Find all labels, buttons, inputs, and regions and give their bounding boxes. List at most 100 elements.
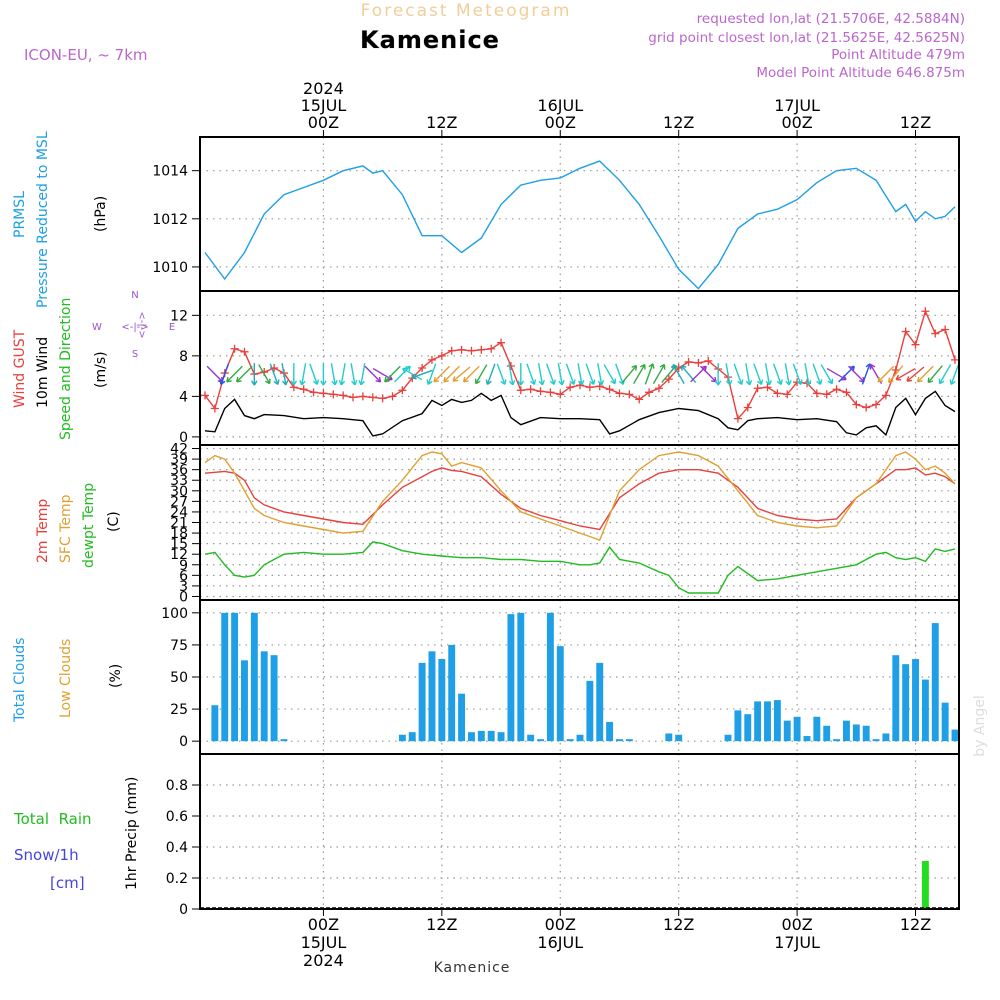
wind-arrow xyxy=(236,365,253,383)
wind-arrow-head xyxy=(927,377,934,384)
gust-marker xyxy=(319,389,328,398)
wind-arrow-head xyxy=(938,378,945,385)
bar xyxy=(428,651,436,742)
cloud-label-low: Low Clouds xyxy=(58,639,74,718)
gust-marker xyxy=(881,391,890,400)
bar xyxy=(783,720,791,742)
compass-w: W xyxy=(92,322,102,333)
wind-arrow xyxy=(537,363,544,386)
wind-arrow xyxy=(585,363,595,385)
y-tick-label: 75 xyxy=(170,638,188,654)
gust-marker xyxy=(526,385,535,394)
bar xyxy=(941,702,949,742)
wind-arrow-head xyxy=(474,378,481,385)
bar xyxy=(250,612,258,742)
bar xyxy=(842,720,850,742)
precip-legend-rain: Total Rain xyxy=(13,810,92,828)
gust-marker xyxy=(418,364,427,372)
bar xyxy=(793,716,801,742)
wind-arrow-head xyxy=(273,379,280,385)
wind-arrow-head xyxy=(765,380,772,386)
y-tick-label: 27 xyxy=(170,494,188,510)
point-altitude: Point Altitude 479m xyxy=(831,47,965,63)
bottom-time-label: 15JUL xyxy=(301,933,347,952)
bar xyxy=(448,644,456,742)
wind-arrow-head xyxy=(895,374,902,381)
bar xyxy=(675,734,683,742)
y-tick-label: 0.8 xyxy=(166,778,188,794)
y-tick-label: 4 xyxy=(179,389,188,405)
bar xyxy=(211,705,219,742)
top-time-label: 12Z xyxy=(900,113,931,132)
wind-arrow xyxy=(753,363,763,385)
wind-arrow-head xyxy=(804,380,812,386)
pressure-label-unit: (hPa) xyxy=(93,196,109,232)
wind-arrow-head xyxy=(405,365,411,372)
wind-arrow-head xyxy=(906,376,913,382)
wind-arrow-head xyxy=(776,379,783,385)
gust-marker xyxy=(911,340,920,349)
wind-arrow-head xyxy=(517,380,525,386)
gust-marker xyxy=(901,327,910,336)
y-tick-label: 100 xyxy=(161,606,188,622)
gust-marker xyxy=(388,392,397,401)
wind-arrow-head xyxy=(443,376,449,383)
gust-marker xyxy=(832,385,841,394)
bar xyxy=(507,614,515,742)
compass-ns-arrows: <-|-> xyxy=(136,311,147,338)
wind-arrow xyxy=(906,366,925,382)
wind-arrow xyxy=(340,363,346,386)
wind-arrow-head xyxy=(426,379,433,385)
wind-arrow-head xyxy=(757,379,764,385)
temp-label-unit: (C) xyxy=(106,511,122,532)
bar xyxy=(616,739,623,742)
wind-arrow-head xyxy=(569,379,576,385)
wind-arrow-head xyxy=(358,380,365,386)
wind-arrow xyxy=(784,363,790,386)
precip-legend-snow: Snow/1h xyxy=(14,846,79,864)
gust-marker xyxy=(664,375,673,384)
wind-arrow-head xyxy=(485,379,492,385)
wind-arrow xyxy=(557,363,563,386)
y-tick-label: 12 xyxy=(170,308,188,324)
bar xyxy=(892,655,900,742)
bar xyxy=(734,710,742,742)
wind-arrow xyxy=(603,364,616,384)
series-line xyxy=(204,390,956,437)
temp-label-2m: 2m Temp xyxy=(35,499,51,563)
wind-arrow xyxy=(745,363,751,386)
wind-arrow xyxy=(877,365,895,383)
compass-we-arrows: <-|-> xyxy=(121,322,148,333)
gust-marker xyxy=(763,383,772,392)
wind-arrow xyxy=(463,365,480,383)
wind-arrow-head xyxy=(375,376,382,383)
bar xyxy=(576,734,584,742)
model-name: ICON-EU, ~ 7km xyxy=(24,46,148,64)
wind-arrow xyxy=(475,364,488,384)
wind-arrow-head xyxy=(610,378,617,385)
y-tick-label: 6 xyxy=(179,568,188,584)
requested-coords: requested lon,lat (21.5706E, 42.5884N) xyxy=(697,11,965,27)
y-tick-label: 0.4 xyxy=(166,840,188,856)
wind-arrow xyxy=(411,369,433,379)
wind-arrow-head xyxy=(351,380,358,386)
wind-arrow-head xyxy=(549,379,556,385)
gust-marker xyxy=(536,387,545,396)
bar xyxy=(803,736,811,742)
gust-marker xyxy=(467,346,476,355)
wind-arrow xyxy=(269,363,279,385)
wind-arrow xyxy=(672,364,685,384)
wind-arrow xyxy=(804,363,810,386)
wind-arrow xyxy=(364,365,382,383)
gust-marker xyxy=(566,383,575,392)
y-tick-label: 9 xyxy=(179,558,188,574)
gust-marker xyxy=(753,384,762,393)
wind-arrow-head xyxy=(796,379,803,385)
gust-marker xyxy=(427,355,436,364)
wind-arrow-head xyxy=(384,376,390,383)
gust-marker xyxy=(497,338,506,347)
y-tick-label: 0.2 xyxy=(166,871,188,887)
y-tick-label: 1012 xyxy=(152,212,188,228)
y-tick-label: 21 xyxy=(170,516,188,532)
